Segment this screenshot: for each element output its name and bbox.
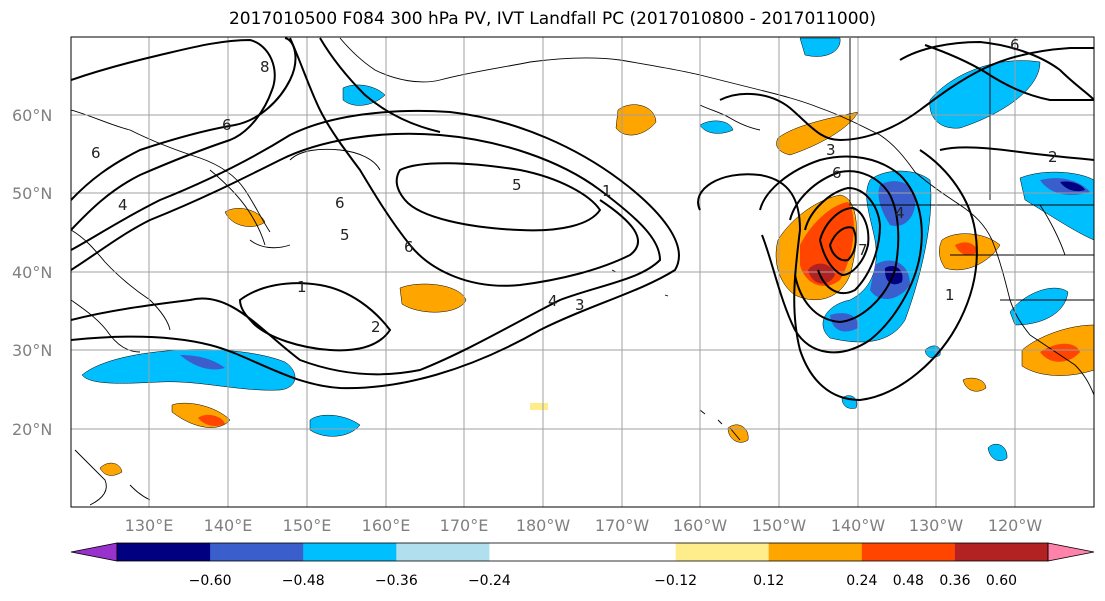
contour-label: 2	[1048, 148, 1058, 166]
colorbar-segment	[489, 543, 583, 561]
contour-label: 4	[118, 196, 128, 214]
colorbar-tick-label: −0.12	[654, 573, 697, 589]
contour-label: 7	[858, 241, 868, 259]
colorbar-segment	[303, 543, 397, 561]
lon-label: 140°W	[831, 516, 886, 535]
colorbar-tick-label: 0.24	[846, 573, 877, 589]
contour-label: 6	[404, 238, 414, 256]
colorbar-right-extension	[1047, 542, 1095, 562]
contour-label: 2	[371, 318, 381, 336]
pv-contours	[71, 37, 1094, 402]
contour-label: 6	[91, 144, 101, 162]
colorbar-tick-label: −0.60	[189, 573, 232, 589]
colorbar-tick-label: 0.36	[939, 573, 970, 589]
contour-label: 6	[1010, 36, 1020, 54]
contour-label: 5	[340, 226, 350, 244]
lon-label: 140°E	[204, 516, 253, 535]
contour-label: 3	[575, 296, 585, 314]
contour-label: 6	[222, 116, 232, 134]
colorbar-tick-label: −0.24	[468, 573, 511, 589]
coastlines	[71, 37, 1094, 506]
colorbar-segment	[768, 543, 863, 561]
lon-label: 130°W	[909, 516, 964, 535]
colorbar-tick-label: 0.12	[753, 573, 784, 589]
colorbar-segment	[210, 543, 304, 561]
map-frame	[70, 36, 1095, 508]
lon-label: 130°E	[125, 516, 174, 535]
contour-label: 6	[832, 164, 842, 182]
lon-label: 120°W	[988, 516, 1043, 535]
lat-label: 30°N	[12, 341, 52, 360]
contour-label: 3	[826, 141, 836, 159]
contour-label: 6	[335, 194, 345, 212]
lat-label: 20°N	[12, 420, 52, 439]
lon-label: 150°E	[283, 516, 332, 535]
colorbar-tick-label: −0.36	[375, 573, 418, 589]
map-title: 2017010500 F084 300 hPa PV, IVT Landfall…	[228, 9, 876, 29]
shading-layer	[81, 37, 1094, 476]
contour-label: 4	[895, 204, 905, 222]
lon-label: 160°E	[362, 516, 411, 535]
colorbar-segment	[861, 543, 956, 561]
contour-label: 8	[260, 58, 270, 76]
lon-label: 170°E	[440, 516, 489, 535]
contour-label: 1	[945, 286, 955, 304]
contour-label: 5	[512, 176, 522, 194]
colorbar-segment	[117, 543, 211, 561]
colorbar-tick-label: 0.48	[893, 573, 924, 589]
lon-label: 180°W	[516, 516, 571, 535]
lon-label: 170°W	[595, 516, 650, 535]
longitude-labels: 130°E 140°E 150°E 160°E 170°E 180°W 170°…	[125, 516, 1043, 535]
contour-label: 4	[548, 292, 558, 310]
colorbar-segment	[396, 543, 490, 561]
lon-label: 150°W	[752, 516, 807, 535]
colorbar: −0.60 −0.48 −0.36 −0.24 −0.12 0.12 0.24 0.36 0.4…	[70, 542, 1095, 589]
latitude-labels: 60°N 50°N 40°N 30°N 20°N	[12, 106, 52, 439]
colorbar-left-extension	[70, 542, 118, 562]
contour-labels: 6 8 6 4 6 5 1 6 5 1 2 4 3 3 6 7 4 1 2 6	[91, 36, 1058, 336]
colorbar-segment	[675, 543, 770, 561]
colorbar-segment	[582, 543, 677, 561]
lon-label: 160°W	[673, 516, 728, 535]
contour-label: 1	[297, 278, 307, 296]
contour-label: 1	[602, 182, 612, 200]
colorbar-tick-label: 0.60	[986, 573, 1017, 589]
lat-label: 60°N	[12, 106, 52, 125]
lat-label: 40°N	[12, 263, 52, 282]
lat-label: 50°N	[12, 184, 52, 203]
colorbar-tick-label: −0.48	[282, 573, 325, 589]
colorbar-segment	[954, 543, 1049, 561]
